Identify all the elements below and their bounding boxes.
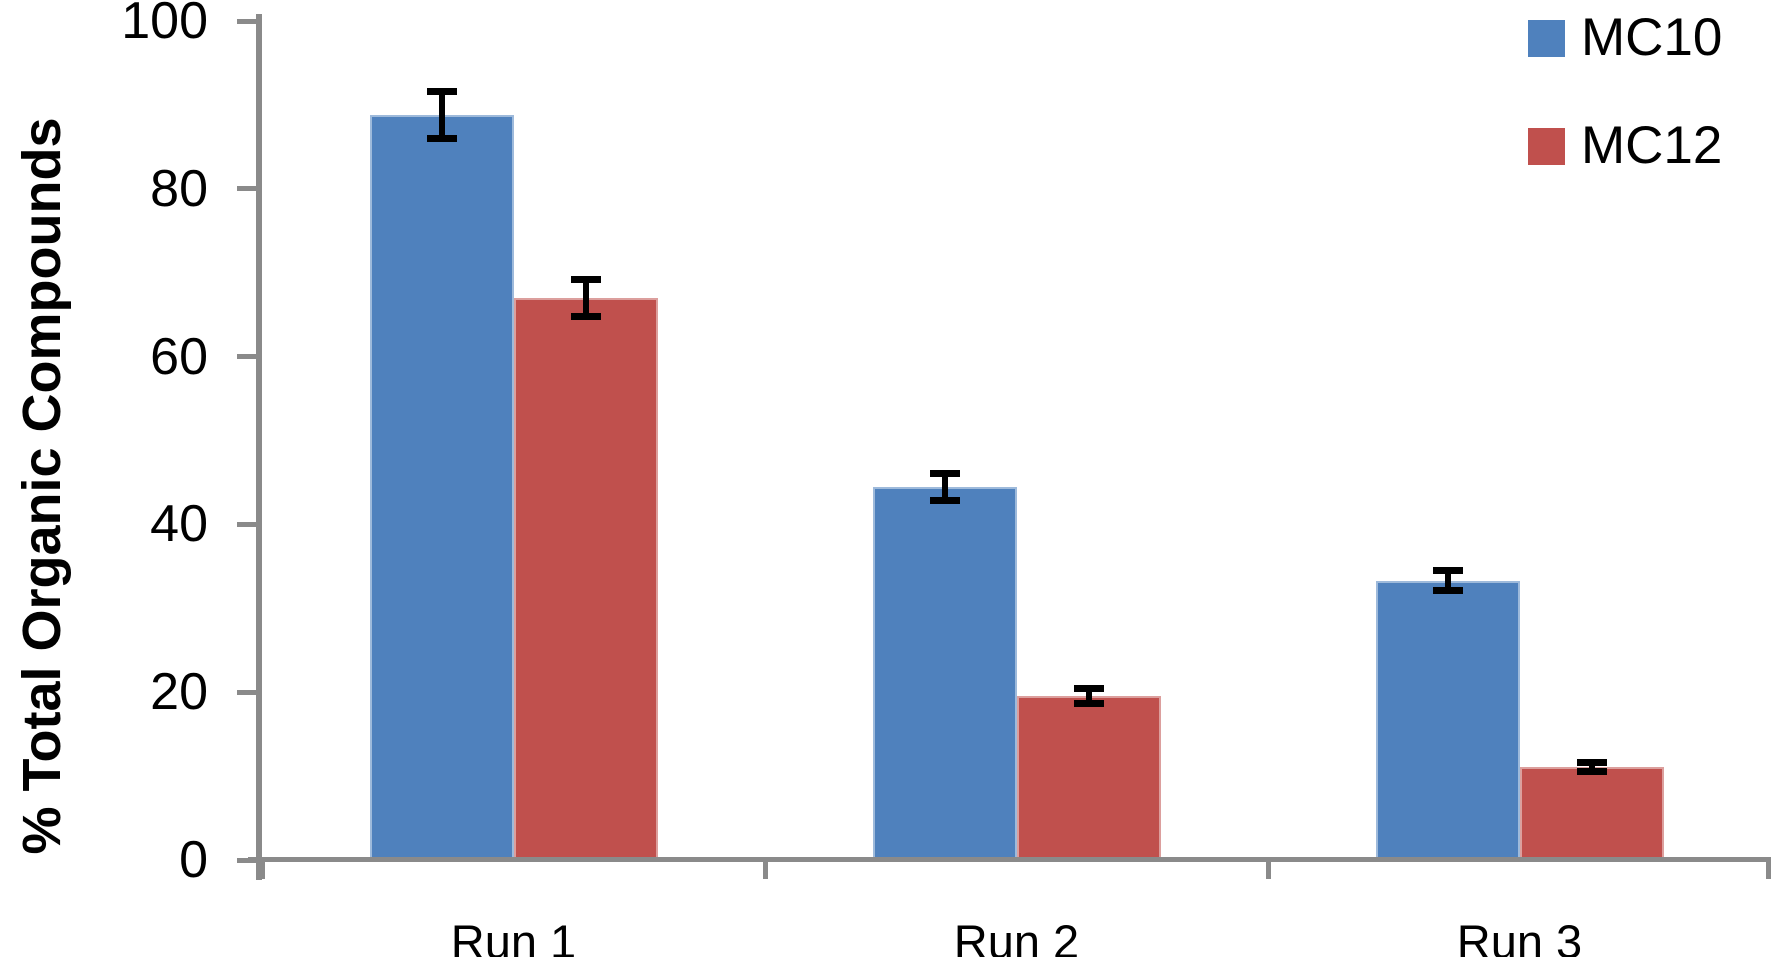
y-tick-80 (237, 186, 256, 191)
y-tick-label-40: 40 (150, 495, 208, 553)
error-bar-mc12-run-3 (1589, 763, 1595, 771)
y-tick-label-80: 80 (150, 160, 208, 218)
error-bar-cap-bottom-mc10-run-2 (930, 497, 960, 504)
bar-mc10-run-2 (873, 487, 1017, 862)
x-boundary-tick-2 (1266, 862, 1271, 879)
x-axis-line (248, 857, 1771, 862)
error-bar-mc10-run-2 (942, 473, 948, 500)
legend-label-mc12: MC12 (1581, 116, 1723, 175)
y-tick-20 (237, 690, 256, 695)
error-bar-mc10-run-3 (1445, 571, 1451, 591)
y-tick-label-20: 20 (150, 663, 208, 721)
x-category-label-run-3: Run 3 (1456, 915, 1583, 957)
y-axis-line (256, 14, 262, 880)
bar-mc10-run-1 (370, 115, 514, 862)
bar-mc12-run-1 (514, 298, 658, 862)
bar-mc10-run-3 (1376, 581, 1520, 862)
x-boundary-tick-0 (260, 862, 265, 879)
error-bar-cap-bottom-mc12-run-3 (1577, 768, 1607, 775)
y-tick-0 (237, 858, 256, 863)
bar-mc12-run-2 (1017, 696, 1161, 862)
legend-label-mc10: MC10 (1581, 8, 1723, 67)
y-tick-40 (237, 522, 256, 527)
bar-mc12-run-3 (1520, 767, 1664, 862)
x-category-label-run-1: Run 1 (450, 915, 577, 957)
error-bar-cap-bottom-mc10-run-3 (1433, 587, 1463, 594)
legend-entry-mc12: MC12 (1528, 118, 1722, 174)
error-bar-mc12-run-1 (583, 279, 589, 316)
error-bar-cap-top-mc12-run-3 (1577, 759, 1607, 766)
error-bar-cap-bottom-mc12-run-2 (1074, 700, 1104, 707)
legend-swatch-mc10-icon (1528, 19, 1565, 57)
x-boundary-tick-1 (763, 862, 768, 879)
error-bar-mc12-run-2 (1086, 689, 1092, 704)
error-bar-cap-bottom-mc10-run-1 (427, 135, 457, 142)
x-category-label-run-2: Run 2 (953, 915, 1080, 957)
legend: MC10 MC12 (1528, 10, 1722, 226)
error-bar-cap-top-mc12-run-1 (571, 276, 601, 283)
y-tick-60 (237, 354, 256, 359)
y-tick-label-100: 100 (121, 0, 208, 50)
y-tick-label-60: 60 (150, 328, 208, 386)
y-tick-100 (237, 19, 256, 24)
y-tick-label-0: 0 (179, 831, 208, 889)
error-bar-cap-top-mc12-run-2 (1074, 685, 1104, 692)
error-bar-cap-top-mc10-run-1 (427, 88, 457, 95)
error-bar-mc10-run-1 (439, 91, 445, 138)
legend-swatch-mc12-icon (1528, 127, 1565, 165)
legend-entry-mc10: MC10 (1528, 10, 1722, 66)
error-bar-cap-bottom-mc12-run-1 (571, 313, 601, 320)
error-bar-cap-top-mc10-run-2 (930, 470, 960, 477)
x-boundary-tick-3 (1766, 862, 1771, 879)
error-bar-cap-top-mc10-run-3 (1433, 567, 1463, 574)
